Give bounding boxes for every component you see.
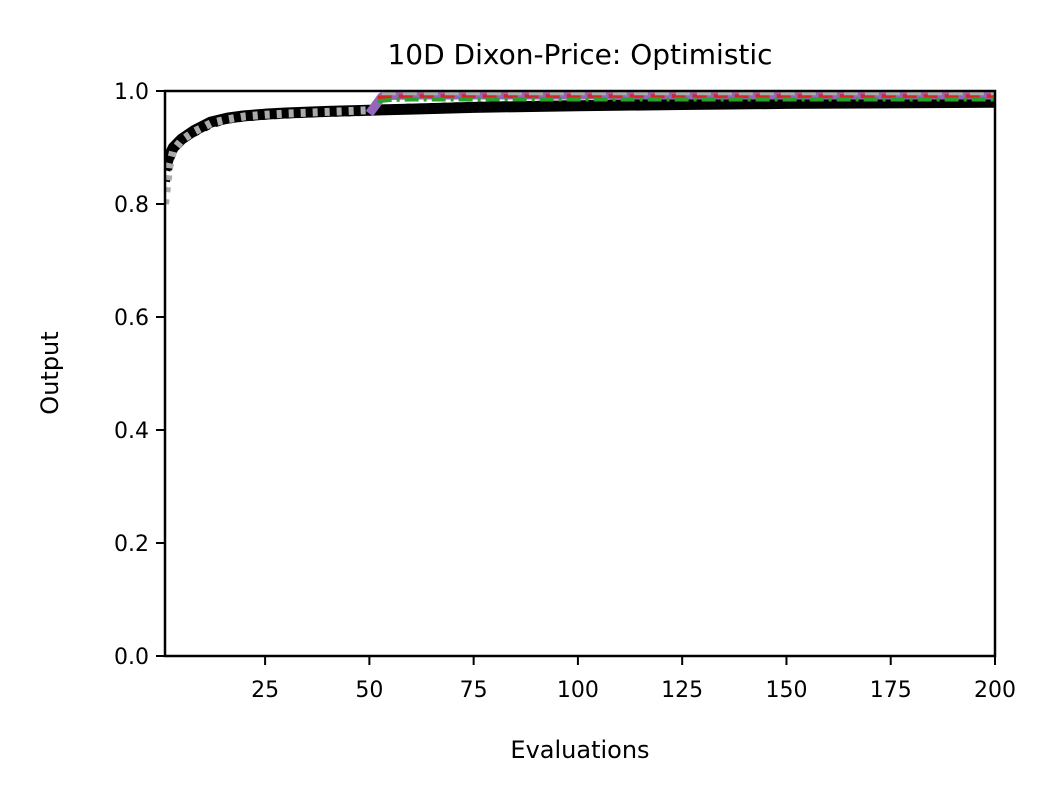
chart-title: 10D Dixon-Price: Optimistic [387, 38, 772, 71]
series-line-4 [377, 94, 995, 100]
x-tick-label: 100 [557, 678, 599, 703]
y-tick-label: 1.0 [114, 80, 149, 105]
y-tick-label: 0.4 [114, 419, 149, 444]
y-tick-label: 0.2 [114, 532, 149, 557]
series-line-1 [165, 96, 995, 183]
x-tick-label: 150 [765, 678, 807, 703]
x-tick-label: 50 [355, 678, 383, 703]
y-axis: 0.0 0.2 0.4 0.6 0.8 1.0 [114, 80, 165, 670]
x-tick-label: 75 [460, 678, 488, 703]
y-tick-label: 0.0 [114, 645, 149, 670]
x-axis: 25 50 75 100 125 150 175 200 [251, 656, 1016, 703]
x-axis-label: Evaluations [510, 736, 649, 764]
plot-area [165, 90, 995, 205]
series-line-2 [165, 106, 370, 205]
y-tick-label: 0.6 [114, 306, 149, 331]
x-tick-label: 175 [870, 678, 912, 703]
y-tick-label: 0.8 [114, 193, 149, 218]
x-tick-label: 25 [251, 678, 279, 703]
y-axis-label: Output [36, 331, 64, 414]
x-tick-label: 125 [661, 678, 703, 703]
series-line-5 [377, 97, 995, 104]
x-tick-label: 200 [974, 678, 1016, 703]
axes-frame [163, 89, 997, 658]
